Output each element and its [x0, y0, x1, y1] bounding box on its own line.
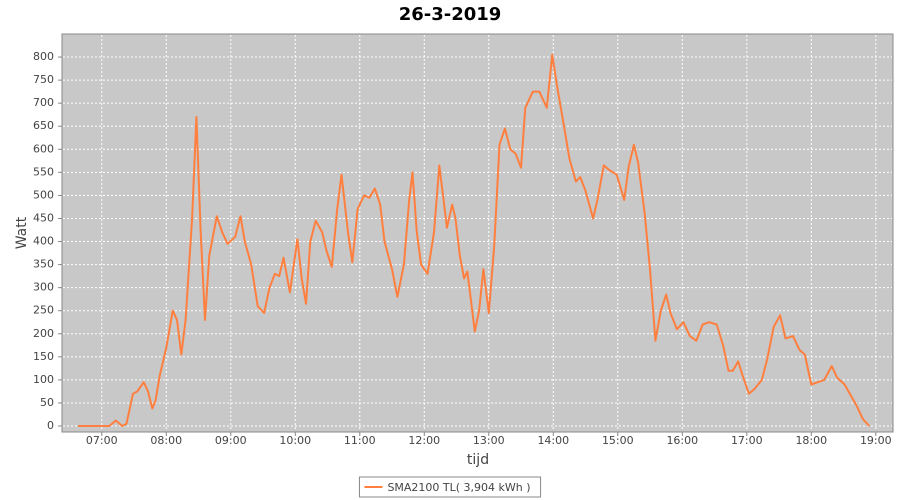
y-tick-label: 150: [33, 350, 54, 363]
legend-box: [358, 476, 542, 498]
y-tick-label: 200: [33, 327, 54, 340]
x-tick-label: 18:00: [795, 434, 827, 447]
y-tick-label: 400: [33, 235, 54, 248]
y-tick-label: 0: [47, 419, 54, 432]
x-tick-label: 09:00: [215, 434, 247, 447]
y-tick-label: 500: [33, 188, 54, 201]
x-tick-label: 12:00: [408, 434, 440, 447]
y-tick-label: 550: [33, 165, 54, 178]
chart-title: 26-3-2019: [399, 4, 502, 25]
y-tick-label: 300: [33, 281, 54, 294]
y-axis-label: Watt: [14, 216, 30, 249]
x-tick-label: 08:00: [150, 434, 182, 447]
y-tick-label: 450: [33, 211, 54, 224]
x-tick-label: 14:00: [537, 434, 569, 447]
x-tick-label: 10:00: [279, 434, 311, 447]
legend-label: SMA2100 TL( 3,904 kWh ): [387, 481, 530, 494]
plot-area: [61, 33, 894, 433]
x-tick-label: 19:00: [860, 434, 892, 447]
x-tick-label: 11:00: [344, 434, 376, 447]
x-tick-label: 15:00: [602, 434, 634, 447]
y-tick-label: 700: [33, 96, 54, 109]
y-tick-label: 800: [33, 50, 54, 63]
x-tick-label: 16:00: [666, 434, 698, 447]
x-tick-label: 07:00: [86, 434, 118, 447]
y-tick-label: 250: [33, 304, 54, 317]
y-tick-label: 100: [33, 373, 54, 386]
x-axis-label: tijd: [467, 452, 489, 468]
y-tick-label: 600: [33, 142, 54, 155]
y-tick-label: 650: [33, 119, 54, 132]
line: [78, 53, 871, 427]
x-tick-label: 17:00: [731, 434, 763, 447]
y-tick-label: 750: [33, 73, 54, 86]
y-tick-label: 50: [40, 396, 54, 409]
x-tick-label: 13:00: [473, 434, 505, 447]
y-tick-label: 350: [33, 258, 54, 271]
